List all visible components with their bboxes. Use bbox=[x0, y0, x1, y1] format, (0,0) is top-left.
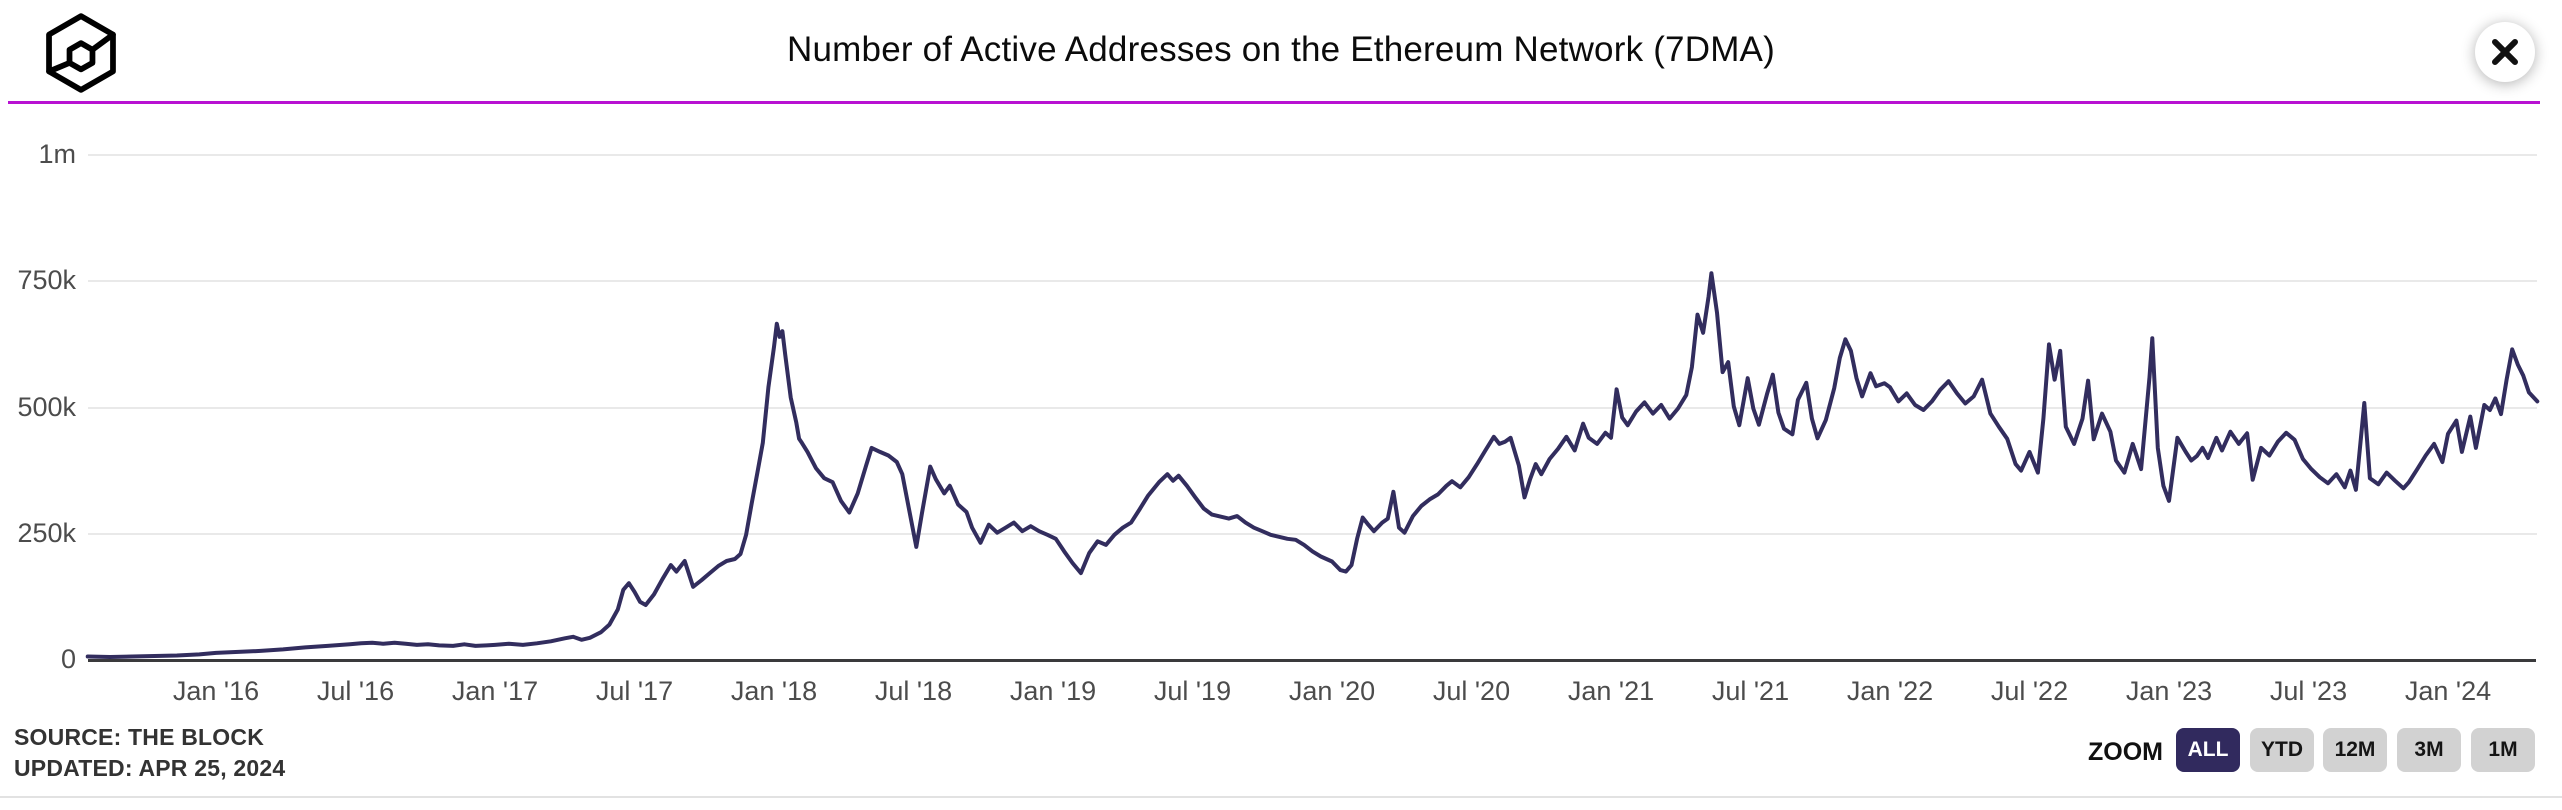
y-tick-label-250k: 250k bbox=[17, 517, 76, 548]
x-tick-label: Jan '16 bbox=[172, 676, 260, 706]
bottom-divider bbox=[0, 796, 2562, 798]
zoom-label: ZOOM bbox=[2088, 738, 2163, 766]
y-gridline-750k bbox=[88, 280, 2537, 283]
x-tick-label: Jan '18 bbox=[730, 676, 818, 706]
updated-line: UPDATED: APR 25, 2024 bbox=[14, 755, 286, 781]
y-tick-label-750k: 750k bbox=[17, 265, 76, 296]
x-tick-label: Jul '16 bbox=[316, 676, 395, 706]
close-icon bbox=[2492, 39, 2518, 65]
the-block-logo-icon bbox=[46, 13, 116, 93]
y-tick-label-500k: 500k bbox=[17, 391, 76, 422]
x-tick-label: Jul '21 bbox=[1711, 676, 1790, 706]
close-button[interactable] bbox=[2475, 22, 2535, 82]
y-tick-label-1m: 1m bbox=[38, 139, 76, 169]
x-tick-label: Jan '17 bbox=[451, 676, 539, 706]
x-tick-label: Jan '19 bbox=[1009, 676, 1097, 706]
zoom-button-ytd[interactable]: YTD bbox=[2250, 728, 2314, 772]
x-tick-label: Jan '24 bbox=[2404, 676, 2492, 706]
x-tick-label: Jan '20 bbox=[1288, 676, 1376, 706]
chart-title: Number of Active Addresses on the Ethere… bbox=[787, 30, 1775, 69]
x-tick-label: Jan '22 bbox=[1846, 676, 1934, 706]
source-line: SOURCE: THE BLOCK bbox=[14, 724, 265, 750]
x-axis-line bbox=[88, 659, 2536, 662]
x-tick-label: Jul '20 bbox=[1432, 676, 1511, 706]
x-tick-label: Jan '23 bbox=[2125, 676, 2213, 706]
x-tick-label: Jan '21 bbox=[1567, 676, 1655, 706]
zoom-button-1m[interactable]: 1M bbox=[2471, 728, 2535, 772]
source-attribution: SOURCE: THE BLOCK UPDATED: APR 25, 2024 bbox=[14, 722, 285, 784]
zoom-button-12m[interactable]: 12M bbox=[2323, 728, 2387, 772]
x-tick-label: Jul '22 bbox=[1990, 676, 2069, 706]
x-tick-label: Jul '18 bbox=[874, 676, 953, 706]
x-tick-label: Jul '23 bbox=[2269, 676, 2348, 706]
zoom-button-all[interactable]: ALL bbox=[2176, 728, 2240, 772]
active-addresses-line bbox=[85, 271, 2540, 659]
y-gridline-250k bbox=[88, 532, 2537, 535]
y-tick-label-0: 0 bbox=[60, 644, 76, 674]
header-divider bbox=[8, 101, 2540, 104]
y-gridline-1m bbox=[88, 154, 2537, 156]
x-tick-label: Jul '17 bbox=[595, 676, 674, 706]
zoom-button-3m[interactable]: 3M bbox=[2397, 728, 2461, 772]
x-tick-label: Jul '19 bbox=[1153, 676, 1232, 706]
y-gridline-500k bbox=[88, 406, 2537, 409]
